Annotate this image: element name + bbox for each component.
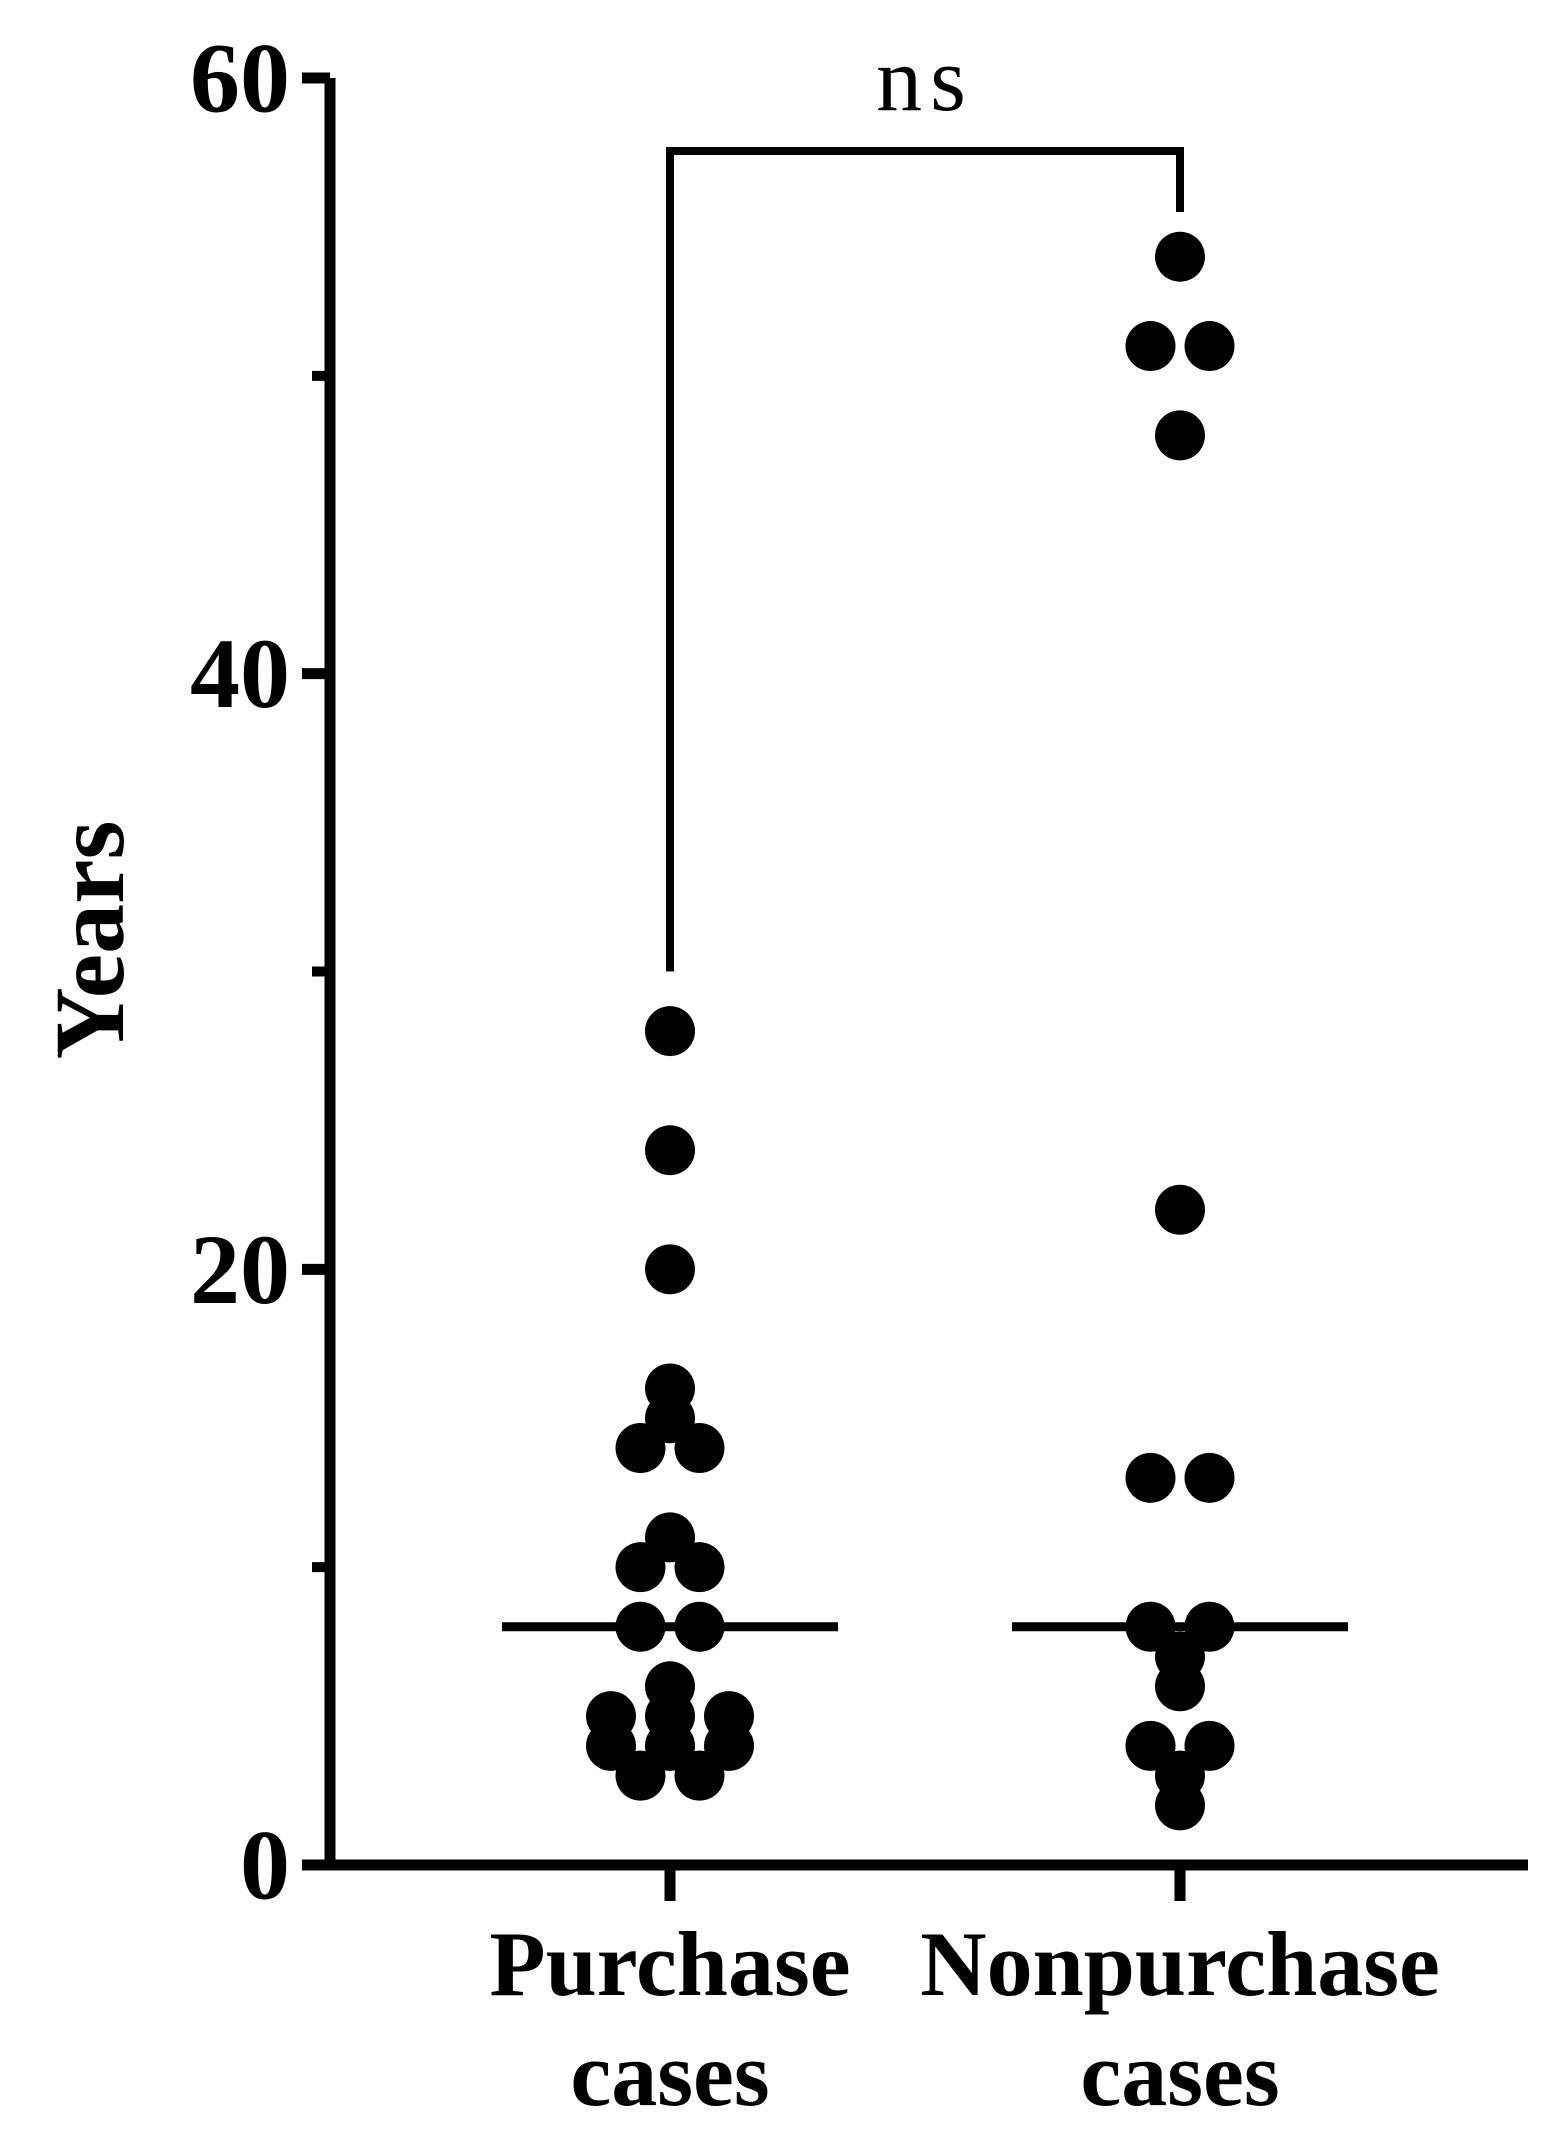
significance-bracket <box>666 147 1184 972</box>
y-tick-label: 20 <box>190 1214 290 1325</box>
y-tick-label: 60 <box>190 23 290 134</box>
data-points <box>502 231 1348 1831</box>
data-point <box>1184 1452 1235 1503</box>
y-axis-title: Years <box>34 821 145 1060</box>
data-point <box>1155 231 1205 282</box>
data-point <box>645 1125 695 1176</box>
data-point <box>645 1244 695 1295</box>
data-point <box>645 1006 695 1057</box>
x-category-label: cases <box>1080 2023 1279 2125</box>
data-point <box>1155 410 1205 461</box>
data-point <box>586 1691 636 1742</box>
data-point <box>645 1661 695 1712</box>
data-point <box>1125 1452 1176 1503</box>
data-point <box>645 1363 695 1414</box>
annotations: ns <box>666 28 1184 972</box>
data-point <box>1125 1720 1176 1771</box>
data-point <box>704 1691 754 1742</box>
y-tick-label: 0 <box>240 1810 290 1921</box>
data-point <box>1184 1720 1235 1771</box>
x-category-label: Nonpurchase <box>920 1913 1440 2015</box>
x-category-label: cases <box>570 2023 769 2125</box>
data-point <box>645 1512 695 1563</box>
y-tick-label: 40 <box>190 618 290 729</box>
data-point <box>1155 1184 1205 1235</box>
data-point <box>1184 321 1235 372</box>
data-point <box>1125 321 1176 372</box>
significance-label: ns <box>876 28 974 130</box>
x-category-label: Purchase <box>489 1913 850 2015</box>
